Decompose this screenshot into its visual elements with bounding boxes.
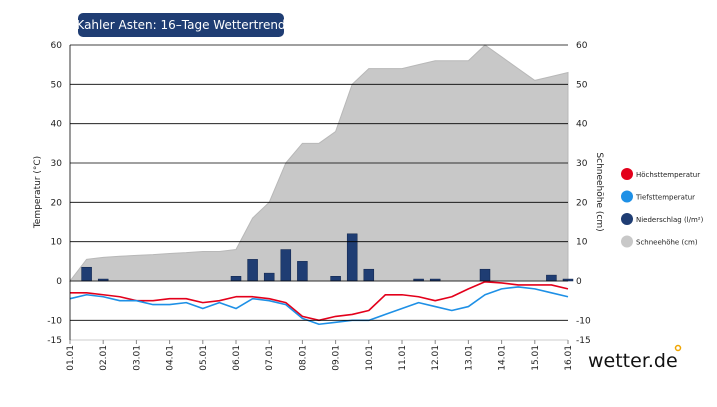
- x-tick-label: 02.01: [99, 345, 109, 371]
- x-tick-label: 10.01: [365, 345, 375, 371]
- x-tick-label: 07.01: [265, 345, 275, 371]
- logo: wetter.de: [588, 350, 678, 372]
- y2-tick-label: -10: [576, 316, 591, 326]
- temperature-line: [70, 280, 569, 322]
- x-tick-label: 09.01: [332, 345, 342, 371]
- precipitation-bar: [280, 249, 292, 282]
- y-tick-label: 60: [51, 41, 63, 51]
- legend-label: Schneehöhe (cm): [636, 239, 698, 247]
- title-box: [78, 13, 284, 37]
- y2-tick-label: 30: [576, 159, 588, 169]
- precipitation-bar: [297, 261, 308, 282]
- legend-label: Tiefsttemperatur: [635, 194, 695, 202]
- temperature-line: [69, 286, 569, 326]
- legend-marker: [621, 190, 633, 203]
- x-tick-label: 03.01: [132, 345, 142, 371]
- precipitation-bar: [330, 276, 341, 282]
- precipitation-bar: [346, 233, 358, 282]
- x-tick-label: 06.01: [232, 345, 242, 371]
- y-tick-label: -10: [47, 316, 62, 326]
- x-tick-label: 01.01: [66, 345, 76, 371]
- precipitation-bar: [230, 276, 242, 282]
- legend-marker: [621, 235, 633, 248]
- y-axis-label: Temperatur (°C): [33, 156, 43, 229]
- x-tick-label: 13.01: [464, 345, 474, 371]
- x-tick-label: 16.01: [564, 345, 574, 371]
- x-tick-label: 15.01: [531, 345, 541, 371]
- y2-tick-label: 50: [576, 80, 588, 90]
- precipitation-bar: [247, 259, 258, 282]
- x-tick-label: 04.01: [166, 345, 176, 371]
- precipitation-bar: [363, 268, 375, 282]
- legend-label: Niederschlag (l/m²): [636, 216, 704, 224]
- chart-title: Kahler Asten: 16–Tage Wettertrend: [76, 18, 285, 32]
- y2-tick-label: 40: [576, 120, 588, 130]
- legend-marker: [621, 168, 633, 180]
- x-tick-label: 11.01: [398, 345, 408, 371]
- y-tick-label: 50: [51, 80, 63, 90]
- precipitation-bar: [263, 272, 275, 282]
- x-tick-label: 12.01: [431, 345, 441, 371]
- y-tick-label: 40: [51, 120, 63, 130]
- y2-tick-label: 60: [576, 41, 588, 51]
- precipitation-bar: [479, 268, 491, 282]
- y2-tick-label: 10: [576, 238, 588, 248]
- precipitation-bar: [546, 274, 557, 282]
- y-tick-label: -15: [47, 336, 62, 346]
- logo-dot: [674, 344, 682, 352]
- y-tick-label: 0: [56, 277, 62, 287]
- legend-label: Höchsttemperatur: [636, 171, 700, 179]
- y-tick-label: 30: [51, 159, 63, 169]
- y2-axis-label: Schneehöhe (cm): [594, 152, 604, 231]
- y-tick-label: 20: [51, 198, 63, 208]
- y2-tick-label: 20: [576, 198, 588, 208]
- y-tick-label: 10: [51, 238, 63, 248]
- precipitation-bar: [81, 266, 92, 282]
- legend-marker: [621, 213, 633, 225]
- x-tick-label: 14.01: [498, 345, 508, 371]
- x-tick-label: 08.01: [298, 345, 308, 371]
- x-tick-label: 05.01: [199, 345, 209, 371]
- y2-tick-label: -15: [576, 336, 591, 346]
- y2-tick-label: 0: [576, 277, 582, 287]
